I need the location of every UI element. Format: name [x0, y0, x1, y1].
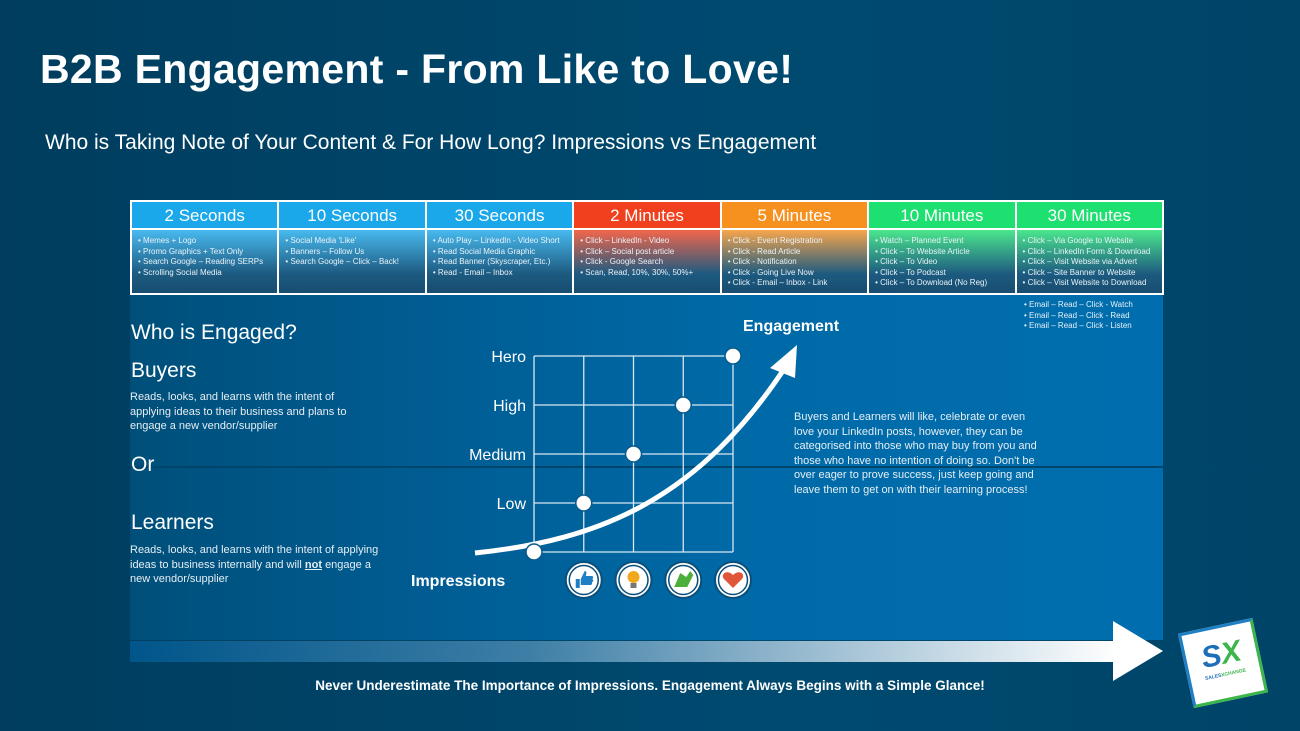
salesxchange-logo: SX SALESXCHANGE — [1177, 617, 1269, 709]
page-title: B2B Engagement - From Like to Love! — [40, 46, 794, 92]
column-item: Click - Email – Inbox - Link — [728, 278, 861, 289]
level-label: Low — [497, 496, 527, 513]
column-item: Click – Site Banner to Website — [1023, 268, 1156, 279]
page-subtitle: Who is Taking Note of Your Content & For… — [45, 131, 817, 154]
column-item: Click - Event Registration — [728, 236, 861, 247]
level-label: Hero — [491, 349, 526, 366]
extra-item: Email – Read – Click - Read — [1024, 311, 1133, 322]
bottom-arrowhead — [1113, 621, 1163, 681]
extra-item: Email – Read – Click - Listen — [1024, 321, 1133, 332]
column-item: Click – Social post article — [580, 247, 713, 258]
column-header: 30 Minutes — [1016, 202, 1162, 230]
column-header: 30 Seconds — [426, 202, 573, 230]
column-item: Social Media 'Like' — [285, 236, 418, 247]
level-point — [624, 445, 643, 463]
column-item: Scan, Read, 10%, 30%, 50%+ — [580, 268, 713, 279]
time-column: 5 MinutesClick - Event RegistrationClick… — [721, 202, 868, 293]
level-point — [575, 494, 593, 512]
column-item: Read Banner (Skyscraper, Etc.) — [433, 257, 566, 268]
column-item: Banners – Follow Us — [285, 247, 418, 258]
learners-text: Reads, looks, and learns with the intent… — [130, 544, 379, 585]
column-item: Click – To Download (No Reg) — [875, 278, 1008, 289]
column-item: Memes + Logo — [138, 236, 271, 247]
column-item: Click – To Video — [875, 257, 1008, 268]
column-item: Click – Visit Website to Download — [1023, 278, 1156, 289]
time-column: 10 MinutesWatch – Planned EventClick – T… — [869, 202, 1015, 293]
thumbs-up-icon — [564, 561, 603, 599]
note-text: Buyers and Learners will like, celebrate… — [794, 411, 1037, 496]
column-item: Scrolling Social Media — [138, 268, 271, 279]
column-item: Read Social Media Graphic — [433, 247, 566, 258]
column-body: Click - Event RegistrationClick - Read A… — [721, 230, 868, 293]
time-column: 30 SecondsAuto Play – LinkedIn - Video S… — [426, 202, 573, 293]
clapping-hands-icon — [664, 561, 703, 599]
column-item: Auto Play – LinkedIn - Video Short — [433, 236, 566, 247]
or-label: Or — [131, 453, 155, 476]
column-item: Click – To Podcast — [875, 268, 1008, 279]
bottom-arrow-band — [130, 641, 1120, 662]
column-item: Click - Notification — [728, 257, 861, 268]
extra-list: Email – Read – Click - WatchEmail – Read… — [1024, 300, 1133, 332]
level-point — [525, 543, 543, 561]
column-item: Click - Google Search — [580, 257, 713, 268]
level-label: High — [493, 398, 526, 415]
column-item: Watch – Planned Event — [875, 236, 1008, 247]
column-item: Read - Email – Inbox — [433, 268, 566, 279]
column-body: Click – Via Google to WebsiteClick – Lin… — [1016, 230, 1162, 293]
column-header: 5 Minutes — [721, 202, 868, 230]
level-point — [724, 347, 742, 365]
time-column: 30 MinutesClick – Via Google to WebsiteC… — [1016, 202, 1162, 293]
footer-tagline: Never Underestimate The Importance of Im… — [315, 678, 985, 693]
lightbulb-icon — [614, 561, 653, 599]
column-body: Social Media 'Like'Banners – Follow UsSe… — [279, 230, 425, 293]
column-item: Click – LinkedIn - Video — [580, 236, 713, 247]
buyers-title: Buyers — [131, 359, 197, 382]
column-item: Search Google – Reading SERPs — [138, 257, 271, 268]
level-points — [525, 347, 742, 561]
time-columns: 2 SecondsMemes + LogoPromo Graphics + Te… — [130, 200, 1164, 295]
level-label: Medium — [469, 447, 526, 464]
column-item: Search Google – Click – Back! — [285, 257, 418, 268]
column-item: Click - Read Article — [728, 247, 861, 258]
level-point — [674, 396, 692, 414]
who-engaged-heading: Who is Engaged? — [131, 321, 297, 344]
time-column: 10 SecondsSocial Media 'Like'Banners – F… — [279, 202, 425, 293]
column-header: 2 Minutes — [574, 202, 720, 230]
column-header: 2 Seconds — [132, 202, 278, 230]
column-item: Click – Via Google to Website — [1023, 236, 1156, 247]
time-column: 2 MinutesClick – LinkedIn - VideoClick –… — [574, 202, 720, 293]
time-column: 2 SecondsMemes + LogoPromo Graphics + Te… — [132, 202, 278, 293]
heart-icon — [714, 561, 752, 599]
column-body: Memes + LogoPromo Graphics + Text OnlySe… — [132, 230, 278, 293]
column-body: Auto Play – LinkedIn - Video ShortRead S… — [426, 230, 573, 293]
column-item: Click - Going Live Now — [728, 268, 861, 279]
column-item: Promo Graphics + Text Only — [138, 247, 271, 258]
column-body: Click – LinkedIn - VideoClick – Social p… — [574, 230, 720, 293]
column-header: 10 Seconds — [279, 202, 425, 230]
extra-item: Email – Read – Click - Watch — [1024, 300, 1133, 311]
column-item: Click – LinkedIn Form & Download — [1023, 247, 1156, 258]
column-body: Watch – Planned EventClick – To Website … — [869, 230, 1015, 293]
growth-curve-arrow — [474, 358, 793, 556]
buyers-text: Reads, looks, and learns with the intent… — [130, 391, 347, 432]
column-header: 10 Minutes — [869, 202, 1015, 230]
engagement-label: Engagement — [743, 318, 840, 335]
column-item: Click – Visit Website via Advert — [1023, 257, 1156, 268]
learners-title: Learners — [131, 511, 214, 534]
arrowhead — [770, 345, 797, 378]
impressions-label: Impressions — [411, 573, 505, 590]
diagram-grid — [533, 355, 734, 553]
divider-line — [130, 466, 1300, 468]
column-item: Click – To Website Article — [875, 247, 1008, 258]
